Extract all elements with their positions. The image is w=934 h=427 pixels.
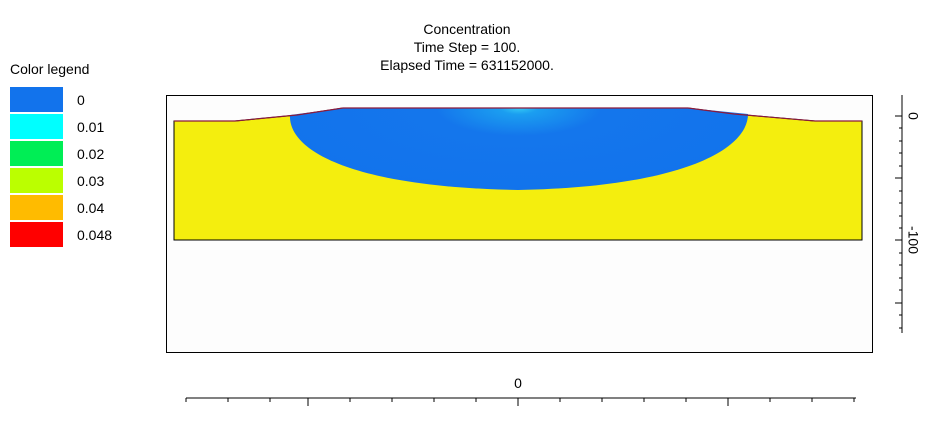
x-axis: 0 <box>185 375 856 406</box>
legend-swatch-3 <box>10 168 63 193</box>
concentration-plume <box>289 108 748 190</box>
legend-swatch-4 <box>10 195 63 220</box>
elapsed-time-label: Elapsed Time = 631152000. <box>380 57 554 73</box>
y-tick-label-0: 0 <box>905 112 921 120</box>
plot-title-block: Concentration Time Step = 100. Elapsed T… <box>317 20 617 74</box>
legend-swatch-5 <box>10 222 63 247</box>
legend-label-1: 0.01 <box>77 119 105 135</box>
legend-label-4: 0.04 <box>77 200 105 216</box>
legend-title: Color legend <box>10 61 90 77</box>
y-tick-label-neg100: -100 <box>905 226 921 254</box>
legend-swatch-1 <box>10 114 63 139</box>
legend-label-2: 0.02 <box>77 146 105 162</box>
time-step-label: Time Step = 100. <box>413 39 521 55</box>
legend-swatch-2 <box>10 141 63 166</box>
plot-title: Concentration <box>423 21 511 37</box>
legend-label-3: 0.03 <box>77 173 105 189</box>
top-boundary-line <box>174 107 862 122</box>
legend-label-5: 0.048 <box>77 227 113 243</box>
y-axis: 0 -100 <box>895 95 921 333</box>
x-tick-label-0: 0 <box>514 375 522 391</box>
legend-label-0: 0 <box>77 92 85 108</box>
legend-swatch-0 <box>10 87 63 112</box>
